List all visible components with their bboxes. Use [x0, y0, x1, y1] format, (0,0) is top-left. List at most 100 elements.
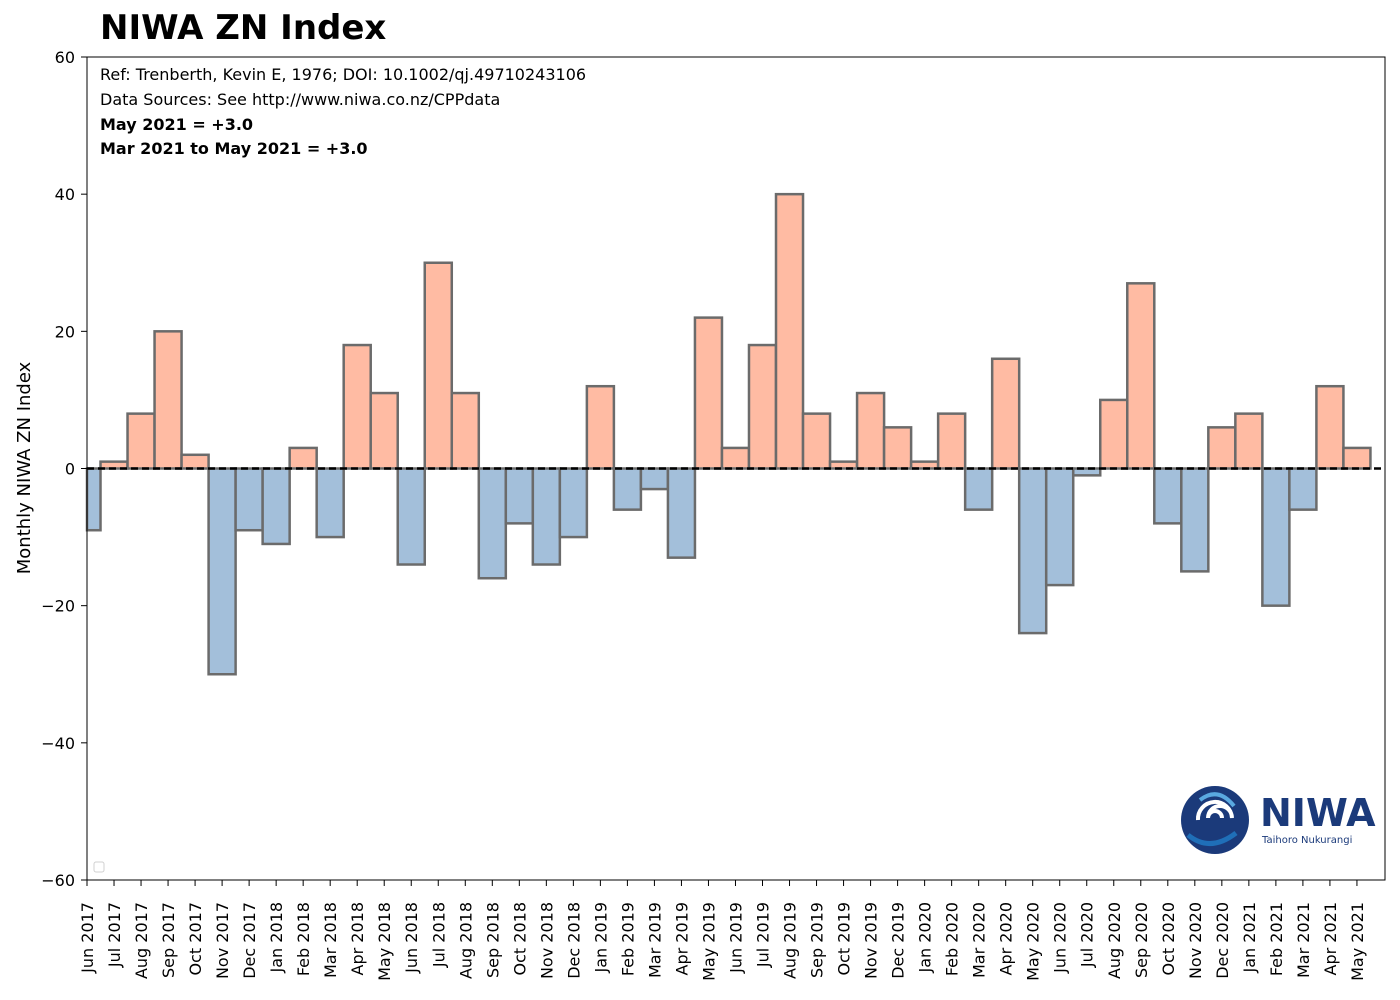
bar-feb-2018 — [288, 446, 318, 470]
x-tick-label: Mar 2021 — [1294, 902, 1313, 978]
bar-jan-2018 — [261, 467, 291, 546]
x-axis: Jun 2017 Jul 2017 Aug 2017 Sep 2017 Oct 2017… — [78, 880, 1367, 981]
x-tick-label: Jun 2017 — [78, 902, 97, 974]
bar-apr-2018 — [342, 343, 372, 470]
x-tick-label: Jan 2020 — [916, 902, 935, 973]
three-month-annotation: Mar 2021 to May 2021 = +3.0 — [100, 139, 368, 158]
bar-apr-2021 — [1315, 384, 1345, 470]
bar-mar-2019 — [639, 467, 670, 491]
bar-nov-2020 — [1180, 467, 1210, 573]
bar-jun-2019 — [720, 446, 751, 470]
bar-dec-2019 — [882, 426, 913, 470]
x-tick-label: Jun 2020 — [1051, 902, 1070, 974]
x-tick-label: Feb 2021 — [1267, 902, 1286, 976]
bar-nov-2018 — [531, 467, 562, 566]
x-tick-label: Dec 2020 — [1213, 902, 1232, 979]
x-tick-label: Oct 2019 — [835, 902, 854, 975]
bar-dec-2020 — [1207, 426, 1237, 470]
bar-feb-2020 — [936, 412, 967, 470]
bar-apr-2019 — [666, 467, 697, 559]
bar-may-2018 — [369, 391, 399, 470]
empty-legend-box — [93, 861, 105, 873]
x-tick-label: Apr 2020 — [997, 902, 1016, 975]
x-tick-label: Oct 2018 — [510, 902, 529, 975]
x-tick-label: Jan 2018 — [267, 902, 286, 973]
bar-mar-2018 — [315, 467, 345, 539]
bar-feb-2019 — [612, 467, 643, 511]
niwa-swirl-icon — [1181, 786, 1249, 854]
bar-feb-2021 — [1261, 467, 1291, 607]
data-sources-annotation: Data Sources: See http://www.niwa.co.nz/… — [100, 90, 500, 109]
bar-may-2020 — [1017, 467, 1048, 635]
y-axis-label: Monthly NIWA ZN Index — [14, 361, 35, 574]
x-tick-label: Jul 2020 — [1078, 902, 1097, 968]
bar-apr-2020 — [990, 357, 1021, 470]
x-tick-label: Mar 2018 — [321, 902, 340, 978]
x-tick-label: Jul 2019 — [754, 902, 773, 968]
x-tick-label: Mar 2020 — [970, 902, 989, 978]
x-tick-label: Jan 2019 — [591, 902, 610, 973]
y-axis: −60 −40 −20 0 20 40 60 — [41, 48, 87, 890]
logo-tagline: Taihoro Nukurangi — [1261, 835, 1352, 846]
bar-dec-2018 — [558, 467, 589, 539]
x-tick-label: May 2018 — [375, 902, 394, 981]
bar-sep-2017 — [153, 330, 183, 470]
x-tick-label: Dec 2018 — [564, 902, 583, 979]
x-tick-label: Oct 2017 — [186, 902, 205, 975]
bar-may-2021 — [1342, 446, 1372, 470]
latest-month-annotation: May 2021 = +3.0 — [100, 115, 253, 134]
x-tick-label: Sep 2019 — [808, 902, 827, 978]
x-tick-label: Aug 2019 — [781, 902, 800, 979]
bar-nov-2019 — [855, 391, 886, 470]
x-tick-label: Feb 2019 — [618, 902, 637, 976]
x-tick-label: May 2021 — [1348, 902, 1367, 981]
x-tick-label: Jul 2017 — [105, 902, 124, 968]
bar-jul-2019 — [747, 343, 778, 470]
bar-jan-2021 — [1234, 412, 1264, 470]
y-tick-label: 60 — [55, 48, 75, 67]
x-tick-label: Jun 2019 — [726, 902, 745, 974]
x-tick-label: Nov 2020 — [1186, 902, 1205, 979]
x-tick-label: Nov 2017 — [213, 902, 232, 979]
logo-wordmark: NIWA — [1260, 791, 1376, 835]
x-tick-label: Sep 2020 — [1132, 902, 1151, 978]
x-tick-label: Aug 2020 — [1105, 902, 1124, 979]
bar-sep-2018 — [477, 467, 508, 580]
x-tick-label: Sep 2018 — [483, 902, 502, 978]
x-tick-label: Dec 2019 — [889, 902, 908, 979]
y-tick-label: −40 — [41, 734, 75, 753]
bar-jun-2018 — [396, 467, 427, 566]
chart-title: NIWA ZN Index — [100, 8, 386, 48]
bar-may-2019 — [693, 316, 724, 470]
x-tick-label: Sep 2017 — [159, 902, 178, 978]
bar-aug-2017 — [126, 412, 156, 470]
bar-jul-2020 — [1071, 467, 1102, 477]
y-tick-label: 0 — [65, 460, 75, 479]
bar-oct-2018 — [504, 467, 535, 525]
bar-jun-2017 — [85, 467, 102, 532]
bar-aug-2018 — [450, 391, 481, 470]
x-tick-label: Aug 2018 — [456, 902, 475, 979]
x-tick-label: Apr 2021 — [1321, 902, 1340, 975]
x-tick-label: May 2019 — [699, 902, 718, 981]
bars-layer — [85, 192, 1372, 676]
bar-oct-2020 — [1153, 467, 1183, 525]
niwa-logo: NIWA Taihoro Nukurangi — [1181, 786, 1376, 854]
bar-sep-2020 — [1126, 282, 1156, 470]
x-tick-label: Oct 2020 — [1159, 902, 1178, 975]
y-tick-label: −60 — [41, 871, 75, 890]
bar-mar-2020 — [963, 467, 994, 511]
x-tick-label: Apr 2018 — [348, 902, 367, 975]
y-tick-label: 40 — [55, 185, 75, 204]
bar-jul-2018 — [423, 261, 454, 470]
bar-dec-2017 — [234, 467, 264, 532]
bar-oct-2017 — [180, 453, 210, 470]
bar-mar-2021 — [1288, 467, 1318, 511]
x-tick-label: Jun 2018 — [402, 902, 421, 974]
x-tick-label: Dec 2017 — [240, 902, 259, 979]
bar-jan-2019 — [585, 384, 616, 470]
x-tick-label: Apr 2019 — [672, 902, 691, 975]
bar-nov-2017 — [207, 467, 237, 676]
x-tick-label: Feb 2018 — [294, 902, 313, 976]
